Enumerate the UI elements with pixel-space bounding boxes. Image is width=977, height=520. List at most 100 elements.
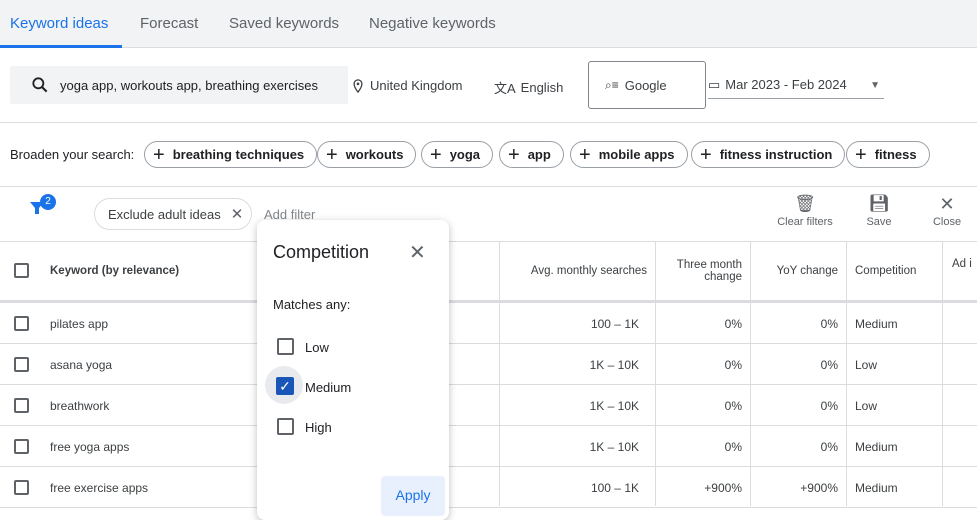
filter-chip-exclude-adult[interactable]: Exclude adult ideas ✕ (94, 198, 252, 230)
broaden-label: Broaden your search: (10, 147, 135, 162)
checkbox-checked[interactable]: ✓ (276, 377, 294, 395)
active-tab-indicator (0, 45, 122, 48)
competition-filter-popup: Competition ✕ Matches any: Low ✓ Medium … (257, 220, 449, 520)
three-month-cell: +900% (704, 481, 742, 495)
checkbox[interactable] (277, 338, 294, 355)
option-label: Low (305, 340, 329, 355)
language-selector[interactable]: 文A English (494, 78, 563, 97)
yoy-cell: 0% (820, 440, 838, 454)
plus-icon: + (579, 143, 591, 166)
header-yoy[interactable]: YoY change (776, 265, 838, 277)
table-row: free exercise apps 100 – 1K +900% +900% … (0, 467, 977, 508)
table-row: breathwork 1K – 10K 0% 0% Low (0, 385, 977, 426)
plus-icon: + (153, 143, 165, 166)
plus-icon: + (430, 143, 442, 166)
three-month-cell: 0% (724, 440, 742, 454)
option-label: Medium (305, 380, 352, 395)
location-label: United Kingdom (370, 78, 463, 93)
table-row: asana yoga 1K – 10K 0% 0% Low (0, 344, 977, 385)
yoy-cell: 0% (820, 358, 838, 372)
trash-icon: 🗑︎ (794, 194, 816, 213)
keyword-cell: asana yoga (50, 358, 113, 372)
header-ad-impression[interactable]: Ad i (952, 258, 972, 270)
table-row: pilates app 100 – 1K 0% 0% Medium (0, 303, 977, 344)
row-checkbox[interactable] (14, 398, 29, 413)
location-selector[interactable]: United Kingdom (352, 78, 463, 93)
clear-filters-button[interactable]: 🗑︎ Clear filters (770, 194, 840, 228)
add-filter-button[interactable]: Add filter (264, 207, 316, 222)
option-label: High (305, 420, 332, 435)
header-three-month[interactable]: Three month change (676, 259, 742, 283)
header-competition[interactable]: Competition (855, 265, 917, 277)
matches-label: Matches any: (273, 297, 351, 312)
avg-searches-cell: 1K – 10K (589, 399, 639, 413)
tab-forecast[interactable]: Forecast (140, 15, 199, 32)
competition-cell: Low (855, 358, 878, 372)
chip-label: workouts (345, 147, 404, 162)
filter-chip-label: Exclude adult ideas (108, 206, 221, 222)
network-label: Google (624, 77, 667, 93)
divider (0, 122, 977, 123)
tab-bar: Keyword ideas Forecast Saved keywords Ne… (0, 0, 977, 48)
broaden-chip[interactable]: + fitness instruction (691, 141, 846, 168)
location-pin-icon (353, 78, 363, 93)
header-divider (0, 300, 977, 303)
close-button[interactable]: ✕ Close (912, 194, 977, 228)
row-checkbox[interactable] (14, 357, 29, 372)
option-medium[interactable]: ✓ Medium (265, 366, 435, 404)
chip-label: breathing techniques (172, 147, 305, 162)
broaden-chip[interactable]: + mobile apps (570, 141, 688, 168)
tab-negative-keywords[interactable]: Negative keywords (369, 15, 496, 32)
chip-label: app (527, 147, 551, 162)
date-range-selector[interactable]: ▭ Mar 2023 - Feb 2024 ▼ (708, 77, 884, 99)
language-label: English (520, 80, 564, 95)
tab-saved-keywords[interactable]: Saved keywords (229, 15, 340, 32)
keyword-search-input[interactable]: yoga app, workouts app, breathing exerci… (10, 66, 348, 104)
header-keyword[interactable]: Keyword (by relevance) (50, 265, 180, 277)
header-avg-monthly[interactable]: Avg. monthly searches (530, 265, 647, 277)
broaden-chip[interactable]: + breathing techniques (144, 141, 318, 168)
apply-button[interactable]: Apply (381, 476, 445, 516)
tab-keyword-ideas[interactable]: Keyword ideas (10, 15, 109, 32)
network-selector[interactable]: ⌕≡ Google (588, 61, 706, 109)
option-low[interactable]: Low (265, 330, 435, 360)
save-button[interactable]: 💾︎ Save (844, 194, 914, 228)
keyword-cell: free yoga apps (50, 440, 130, 454)
close-icon[interactable]: ✕ (409, 242, 426, 264)
dropdown-arrow-icon: ▼ (870, 80, 880, 91)
broaden-chip[interactable]: + yoga (421, 141, 494, 168)
calendar-icon: ▭ (708, 77, 721, 92)
broaden-chip[interactable]: + fitness (846, 141, 930, 168)
plus-icon: + (700, 143, 712, 166)
filter-count-badge: 2 (40, 194, 56, 210)
checkbox[interactable] (277, 418, 294, 435)
avg-searches-cell: 100 – 1K (590, 317, 639, 331)
keyword-cell: free exercise apps (50, 481, 149, 495)
search-value: yoga app, workouts app, breathing exerci… (60, 77, 318, 93)
chip-label: fitness (874, 147, 917, 162)
row-checkbox[interactable] (14, 316, 29, 331)
save-label: Save (866, 216, 892, 228)
clear-filters-label: Clear filters (777, 216, 833, 228)
keyword-cell: breathwork (50, 399, 110, 413)
row-checkbox[interactable] (14, 480, 29, 495)
avg-searches-cell: 1K – 10K (589, 358, 639, 372)
avg-searches-cell: 100 – 1K (590, 481, 639, 495)
table-row: free yoga apps 1K – 10K 0% 0% Medium (0, 426, 977, 467)
yoy-cell: +900% (800, 481, 838, 495)
popup-title: Competition (273, 242, 370, 262)
divider (0, 241, 977, 242)
close-icon[interactable]: ✕ (230, 206, 244, 223)
select-all-checkbox[interactable] (14, 263, 29, 278)
option-high[interactable]: High (265, 410, 435, 440)
broaden-chip[interactable]: + app (499, 141, 564, 168)
plus-icon: + (508, 143, 520, 166)
date-range-label: Mar 2023 - Feb 2024 (725, 77, 847, 92)
competition-cell: Low (855, 399, 878, 413)
filter-button[interactable]: 2 (28, 194, 56, 221)
row-checkbox[interactable] (14, 439, 29, 454)
broaden-chip[interactable]: + workouts (317, 141, 417, 168)
yoy-cell: 0% (820, 317, 838, 331)
chip-label: fitness instruction (719, 147, 833, 162)
close-label: Close (932, 216, 962, 228)
